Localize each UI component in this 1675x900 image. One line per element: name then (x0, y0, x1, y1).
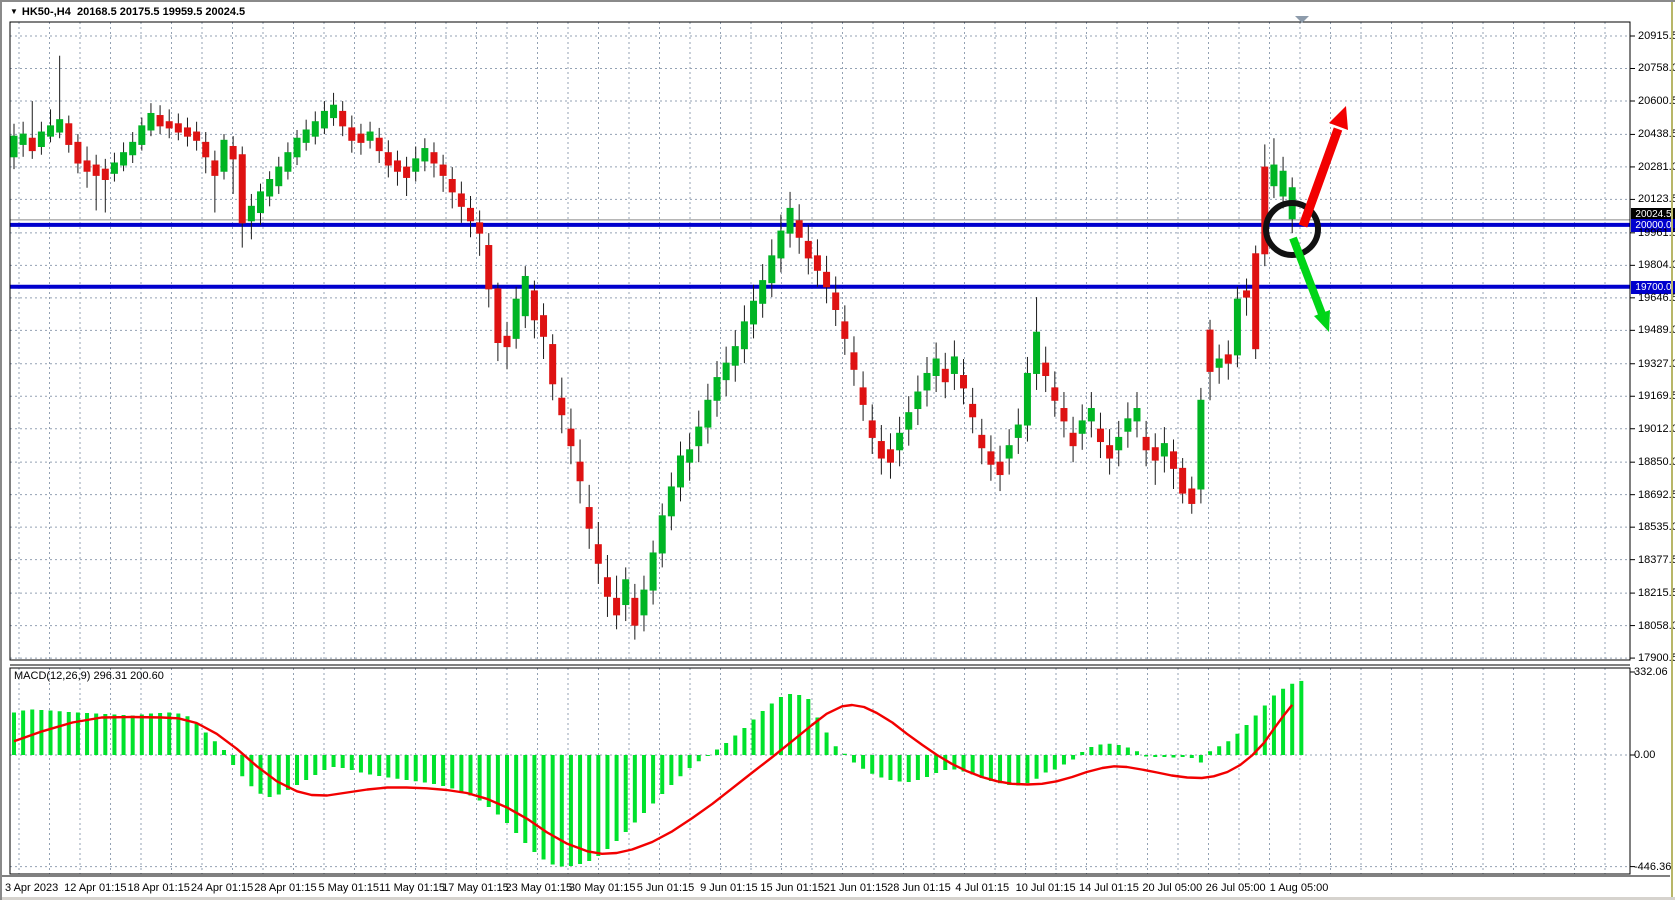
price-axis-label: 18377.5 (1638, 553, 1675, 566)
time-axis-label: 12 Apr 01:15 (64, 882, 127, 894)
time-axis-label: 10 Jul 01:15 (1015, 882, 1076, 894)
time-axis-label: 18 Apr 01:15 (127, 882, 190, 894)
chart-title: ▼ HK50-,H4 20168.5 20175.5 19959.5 20024.… (10, 6, 245, 18)
time-axis-label: 30 May 01:15 (568, 882, 636, 894)
time-axis-label: 5 May 01:15 (318, 882, 380, 894)
time-axis-label: 15 Jun 01:15 (760, 882, 824, 894)
hline-20000-tag: 20000.0 (1631, 218, 1675, 232)
price-axis-label: 20438.5 (1638, 128, 1675, 141)
price-axis-label: 18850.0 (1638, 456, 1675, 469)
macd-axis-label: 332.06 (1634, 665, 1668, 678)
time-axis-label: 28 Jun 01:15 (887, 882, 951, 894)
price-axis-label: 20123.5 (1638, 193, 1675, 206)
price-axis-label: 18215.5 (1638, 587, 1675, 600)
time-axis-label: 1 Aug 05:00 (1269, 882, 1329, 894)
price-axis-label: 17900.5 (1638, 652, 1675, 665)
price-axis-label: 19327.0 (1638, 357, 1675, 370)
price-axis-label: 19012.0 (1638, 422, 1675, 435)
price-axis-label: 20758.0 (1638, 62, 1675, 75)
ohlc-values: 20168.5 20175.5 19959.5 20024.5 (76, 6, 246, 18)
time-axis-label: 26 Jul 05:00 (1205, 882, 1266, 894)
macd-axis-label: 0.00 (1634, 749, 1656, 761)
time-axis-label: 17 May 01:15 (442, 882, 509, 894)
price-axis-label: 18692.5 (1638, 488, 1675, 501)
macd-axis-label: -446.36 (1634, 860, 1672, 873)
price-axis-label: 19489.0 (1638, 324, 1675, 337)
time-axis-label: 14 Jul 01:15 (1078, 882, 1139, 894)
price-axis-label: 19169.5 (1638, 390, 1675, 403)
price-axis-label: 18535.0 (1638, 521, 1675, 534)
price-axis-label: 20915.5 (1638, 30, 1675, 42)
macd-name: MACD(12,26,9) (14, 670, 91, 682)
price-axis-label: 19646.5 (1638, 291, 1675, 304)
current-price-tag: 20024.5 (1631, 207, 1675, 221)
price-axis-label: 20281.0 (1638, 160, 1675, 173)
macd-values: 296.31 200.60 (93, 670, 164, 682)
time-axis-label: 9 Jun 01:15 (700, 882, 758, 894)
time-axis-label: 20 Jul 05:00 (1142, 882, 1203, 894)
time-axis-label: 3 Apr 2023 (5, 882, 59, 894)
symbol-timeframe: HK50-,H4 (21, 6, 71, 18)
macd-indicator-label: MACD(12,26,9) 296.31 200.60 (14, 670, 164, 682)
time-axis-label: 24 Apr 01:15 (190, 882, 254, 894)
price-axis-label: 19961.5 (1638, 226, 1675, 239)
price-axis-label: 19804.0 (1638, 259, 1675, 272)
time-axis-label: 23 May 01:15 (505, 882, 573, 894)
price-axis-label: 20600.5 (1638, 94, 1675, 107)
hline-19700-tag: 19700.0 (1631, 280, 1675, 294)
time-axis-label: 4 Jul 01:15 (955, 882, 1010, 894)
price-axis-label: 18058.0 (1638, 619, 1675, 632)
symbol-dropdown-icon[interactable]: ▼ (10, 7, 18, 16)
time-axis-label: 11 May 01:15 (379, 882, 446, 894)
time-axis-label: 5 Jun 01:15 (636, 882, 695, 894)
time-axis-label: 28 Apr 01:15 (254, 882, 317, 894)
window-bottom-strip (2, 897, 1675, 900)
window-right-edge (1671, 2, 1673, 900)
time-axis-label: 21 Jun 01:15 (823, 882, 888, 894)
